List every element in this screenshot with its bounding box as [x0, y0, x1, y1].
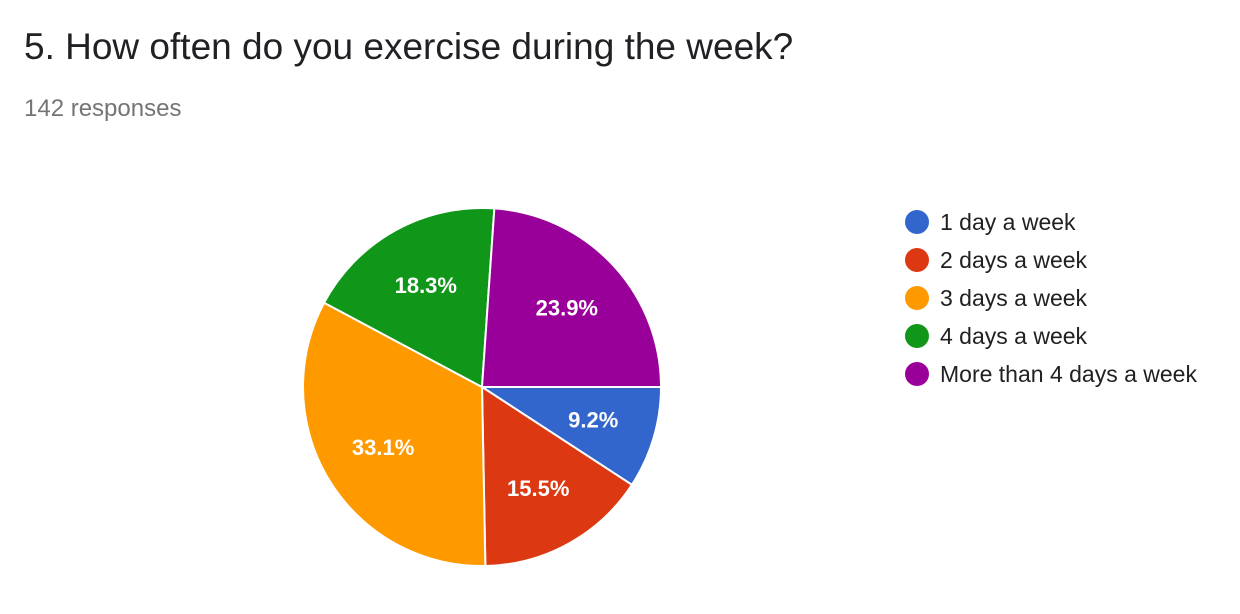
slice-label-4: 18.3% — [395, 273, 457, 298]
legend: 1 day a week 2 days a week 3 days a week 4 … — [905, 203, 1197, 393]
legend-dot-icon — [905, 248, 929, 272]
slice-label-5: 23.9% — [536, 295, 598, 320]
legend-label: More than 4 days a week — [940, 360, 1197, 387]
pie-slice-5 — [480, 207, 663, 388]
pie-slice-3 — [302, 301, 487, 567]
legend-label: 1 day a week — [940, 208, 1076, 235]
legend-label: 4 days a week — [940, 322, 1088, 349]
legend-dot-icon — [905, 210, 929, 234]
pie-slice-4 — [322, 207, 496, 389]
legend-item-4: 4 days a week — [905, 317, 1197, 355]
slice-label-1: 9.2% — [568, 408, 618, 433]
legend-item-1: 1 day a week — [905, 203, 1197, 241]
legend-dot-icon — [905, 286, 929, 310]
legend-dot-icon — [905, 362, 929, 386]
legend-item-2: 2 days a week — [905, 241, 1197, 279]
slice-label-2: 15.5% — [507, 476, 569, 501]
legend-item-3: 3 days a week — [905, 279, 1197, 317]
question-title: 5. How often do you exercise during the … — [24, 26, 794, 67]
legend-label: 2 days a week — [940, 246, 1088, 273]
legend-item-5: More than 4 days a week — [905, 355, 1197, 393]
pie-slice-2 — [480, 385, 634, 567]
response-count: 142 responses — [24, 95, 182, 122]
legend-dot-icon — [905, 324, 929, 348]
pie-slice-1 — [478, 386, 663, 487]
legend-label: 3 days a week — [940, 284, 1088, 311]
slice-label-3: 33.1% — [352, 435, 414, 460]
